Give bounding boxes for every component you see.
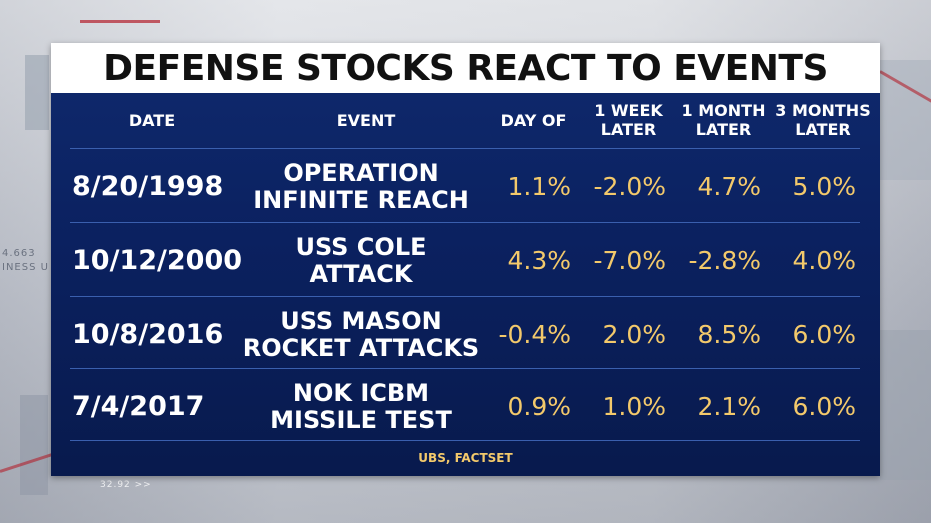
three-months-value: 5.0%: [792, 172, 856, 201]
one-month-value: -2.8%: [688, 246, 761, 275]
row-divider: [70, 222, 860, 223]
background-red-line: [80, 20, 160, 23]
background-ghost-text: INESS U: [2, 262, 49, 273]
background-panel-left-bottom: [20, 395, 48, 495]
day-of-value: -0.4%: [498, 320, 571, 349]
event-cell: USS MASON ROCKET ATTACKS: [242, 306, 480, 362]
column-header-1-month: 1 MONTH LATER: [681, 101, 766, 139]
background-ghost-text: 4.663: [2, 248, 36, 259]
one-week-value: -7.0%: [593, 246, 666, 275]
column-header-1-week: 1 WEEK LATER: [594, 101, 663, 139]
column-header-day-of: DAY OF: [500, 111, 567, 130]
one-week-value: -2.0%: [593, 172, 666, 201]
one-month-value: 2.1%: [697, 392, 761, 421]
source-note: UBS, FACTSET: [418, 451, 513, 465]
three-months-value: 6.0%: [792, 392, 856, 421]
three-months-value: 4.0%: [792, 246, 856, 275]
day-of-value: 0.9%: [507, 392, 571, 421]
background-ghost-text: 32.92 >>: [100, 480, 152, 490]
date-cell: 10/12/2000: [72, 245, 243, 276]
day-of-value: 4.3%: [507, 246, 571, 275]
chart-title: DEFENSE STOCKS REACT TO EVENTS: [103, 47, 828, 89]
background-panel-right-bottom: [880, 330, 931, 480]
row-divider: [70, 148, 860, 149]
row-divider: [70, 440, 860, 441]
background-panel-right-top: [880, 60, 931, 180]
one-week-value: 1.0%: [602, 392, 666, 421]
one-month-value: 8.5%: [697, 320, 761, 349]
date-cell: 8/20/1998: [72, 171, 224, 202]
event-cell: OPERATION INFINITE REACH: [253, 158, 469, 214]
date-cell: 7/4/2017: [72, 391, 205, 422]
column-header-date: DATE: [128, 111, 176, 130]
row-divider: [70, 368, 860, 369]
column-header-event: EVENT: [336, 111, 396, 130]
date-cell: 10/8/2016: [72, 319, 224, 350]
row-divider: [70, 296, 860, 297]
column-header-3-months: 3 MONTHS LATER: [775, 101, 871, 139]
table-row: 8/20/1998 OPERATION INFINITE REACH 1.1% -…: [51, 150, 880, 223]
table-row: 10/8/2016 USS MASON ROCKET ATTACKS -0.4% …: [51, 298, 880, 371]
event-cell: NOK ICBM MISSILE TEST: [270, 378, 452, 434]
event-cell: USS COLE ATTACK: [295, 232, 427, 288]
table-row: 10/12/2000 USS COLE ATTACK 4.3% -7.0% -2.…: [51, 224, 880, 297]
one-week-value: 2.0%: [602, 320, 666, 349]
one-month-value: 4.7%: [697, 172, 761, 201]
title-bar: DEFENSE STOCKS REACT TO EVENTS: [51, 43, 880, 93]
stocks-table-panel: DEFENSE STOCKS REACT TO EVENTS DATE EVEN…: [51, 43, 880, 476]
day-of-value: 1.1%: [507, 172, 571, 201]
background-panel-left-top: [25, 55, 49, 130]
table-row: 7/4/2017 NOK ICBM MISSILE TEST 0.9% 1.0% …: [51, 370, 880, 443]
three-months-value: 6.0%: [792, 320, 856, 349]
